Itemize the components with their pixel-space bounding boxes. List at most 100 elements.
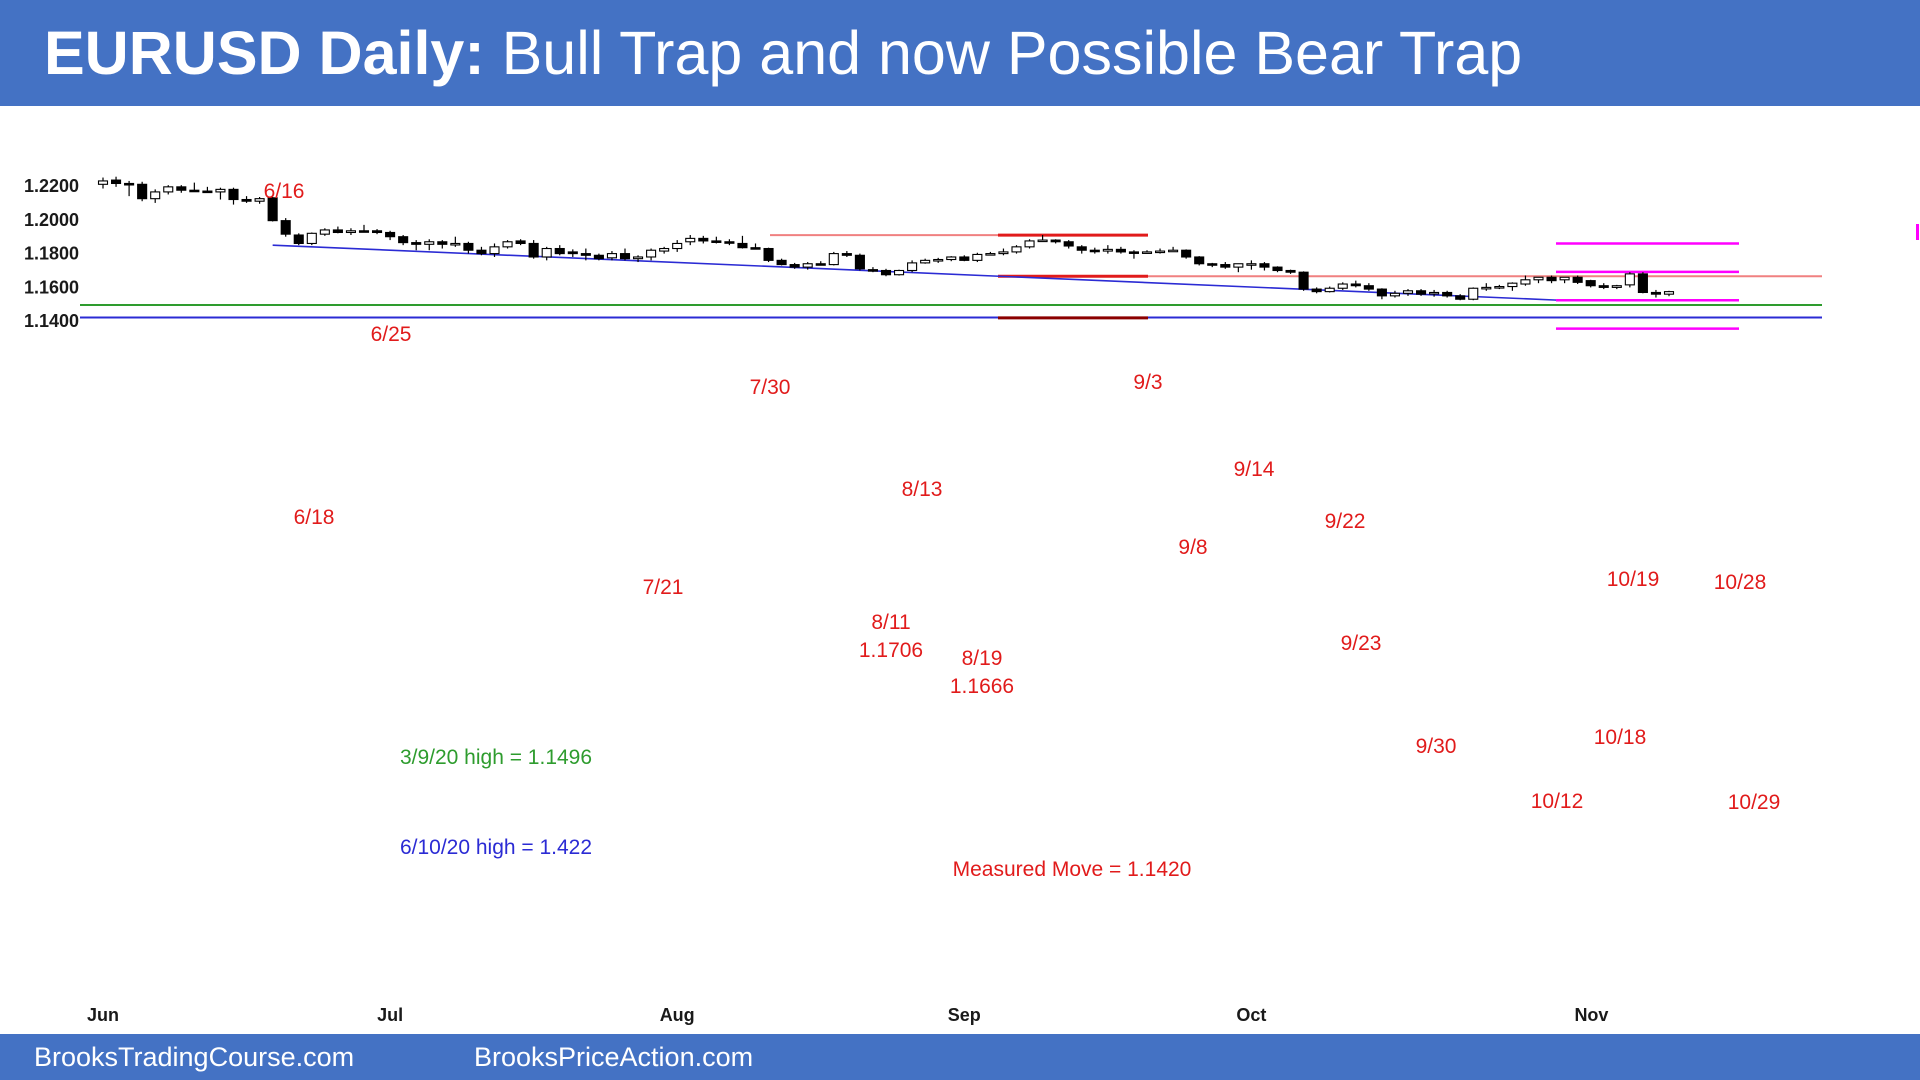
bear-candle [1455,295,1466,300]
date-annotation: 7/30 [750,376,791,399]
bull-candle [1494,286,1505,289]
y-tick-label: 1.2000 [24,210,79,230]
bull-candle [1402,290,1414,294]
x-tick-label: Aug [660,1005,695,1025]
date-annotation: 8/19 [962,647,1003,670]
edge-marker [1916,224,1919,240]
bull-candle [1246,263,1257,266]
date-annotation: 9/14 [1234,458,1275,481]
bull-candle [1533,276,1544,281]
bear-candle [332,229,343,234]
bear-candle [1363,285,1374,290]
bull-candle [1559,276,1570,281]
bear-candle [959,256,970,261]
bear-candle [1376,288,1387,297]
bull-candle [1481,286,1492,290]
bear-candle [398,236,409,244]
bear-candle [176,186,187,191]
date-annotation: 9/8 [1178,536,1207,559]
y-tick-label: 1.1400 [24,311,79,331]
y-tick-label: 1.1600 [24,277,79,297]
bull-candle [150,191,161,200]
bull-candle [646,249,657,258]
bear-candle [724,241,735,244]
bear-candle [1089,249,1100,253]
footer-right-link[interactable]: BrooksPriceAction.com [474,1042,754,1072]
bull-candle [489,246,500,255]
bear-candle [567,251,578,255]
date-annotation: 10/29 [1728,791,1781,814]
bear-candle [1181,249,1192,258]
bull-candle [502,241,513,248]
bear-candle [593,254,604,260]
bear-candle [1285,269,1296,273]
bull-candle [972,253,983,261]
bull-candle [659,247,670,252]
x-tick-label: Nov [1574,1005,1608,1025]
bear-candle [1272,266,1283,272]
bear-candle [385,231,396,238]
bull-candle [893,269,905,276]
date-annotation: 10/18 [1594,726,1647,749]
page-title: EURUSD Daily: Bull Trap and now Possible… [44,16,1522,90]
bull-candle [1233,263,1244,268]
date-annotation: 9/30 [1416,735,1457,758]
bear-candle [111,179,122,185]
bull-candle [946,256,957,261]
bear-candle [358,230,370,233]
bear-candle [267,197,278,222]
bull-candle [1429,291,1440,295]
bull-candle [672,242,683,250]
bear-candle [1220,264,1231,268]
date-annotation: 6/18 [294,506,335,529]
bull-candle [1624,273,1635,286]
bull-candle [97,180,109,185]
bear-candle [228,188,239,201]
bull-candle [1389,292,1400,297]
date-annotation: 9/23 [1341,632,1382,655]
bear-candle [1311,288,1322,293]
bull-candle [998,251,1009,255]
bear-candle [1650,291,1661,295]
date-annotation: 7/21 [643,576,684,599]
bear-candle [137,183,148,200]
bear-candle [411,242,422,245]
title-bold: EURUSD Daily: [44,19,485,87]
bear-candle [371,230,383,234]
bear-candle [1572,276,1583,283]
bear-candle [737,242,748,249]
bull-candle [1024,240,1035,248]
bear-candle [619,253,631,260]
bear-candle [789,264,800,268]
bear-candle [280,220,291,235]
y-tick-label: 1.1800 [24,244,79,264]
bear-candle [1050,239,1061,243]
bear-candle [293,234,304,245]
bear-candle [1194,256,1205,265]
date-annotation: 10/12 [1531,790,1584,813]
date-annotation: 8/13 [902,478,943,501]
x-tick-label: Sep [948,1005,981,1025]
bear-candle [776,259,787,266]
bear-candle [515,240,526,245]
bull-candle [632,256,644,260]
level-label-green: 3/9/20 high = 1.1496 [400,746,592,769]
bull-candle [319,229,330,235]
bull-candle [985,253,996,256]
date-annotation: 10/19 [1607,568,1660,591]
bear-candle [580,253,591,256]
bear-candle [1637,273,1648,294]
title-rest: Bull Trap and now Possible Bear Trap [484,19,1523,87]
bear-candle [1585,280,1596,287]
bear-candle [1063,241,1074,247]
bull-candle [920,259,931,264]
bear-candle [1076,246,1087,251]
bear-candle [1442,291,1453,297]
bear-candle [815,263,826,266]
bear-candle [189,189,200,193]
bull-candle [215,188,226,193]
date-annotation: 6/25 [371,323,412,346]
bull-candle [345,230,357,234]
footer-left-link[interactable]: BrooksTradingCourse.com [34,1042,355,1072]
bull-candle [606,253,618,259]
